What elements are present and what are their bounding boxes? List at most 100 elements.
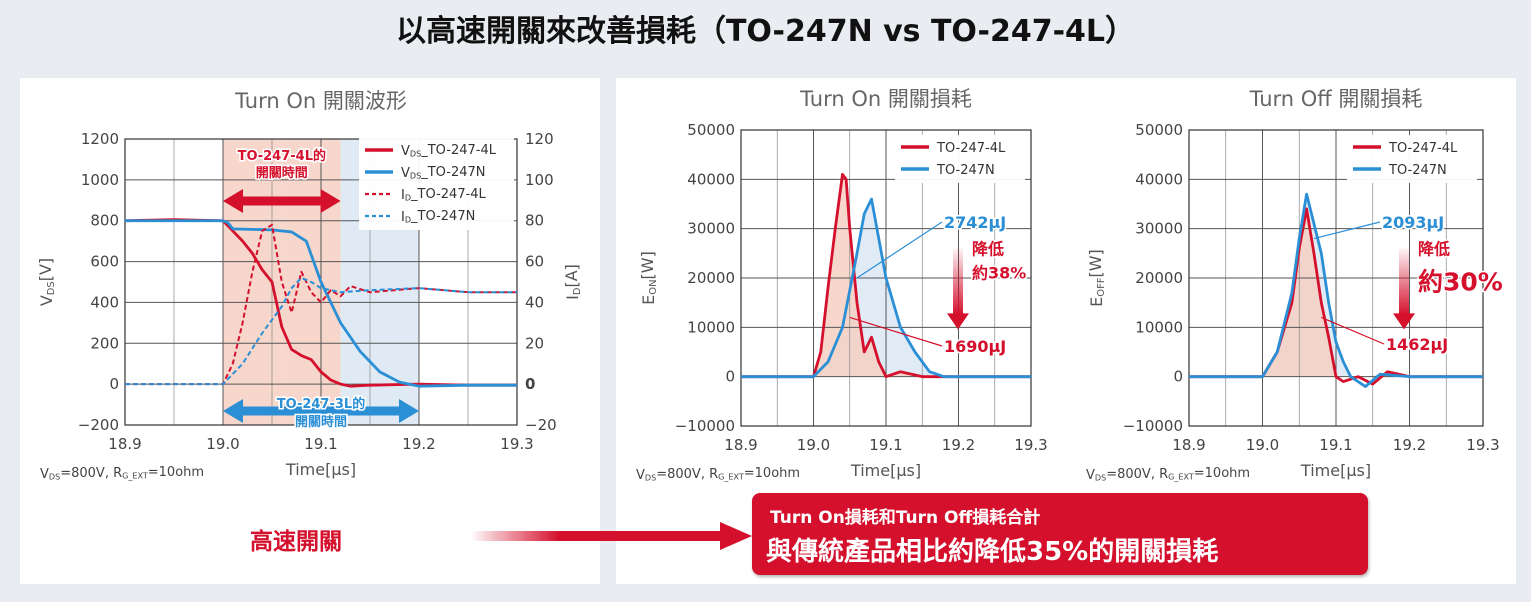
y-tick-label: 50000 [1135,121,1183,139]
down-arrow-shaft [1399,248,1409,316]
y-tick-label: 10000 [1135,318,1183,336]
x-axis-label: Time[μs] [1300,461,1371,480]
x-tick-label: 19.2 [942,436,975,454]
y2-tick-label: 100 [525,171,554,189]
plot-frame [1188,129,1484,427]
y2-tick-label: 20 [525,334,544,352]
y-tick-label: −200 [78,416,119,434]
down-arrow-icon [1393,313,1415,330]
blue-energy-label: 2093μJ [1382,213,1444,232]
banner-line-1: Turn On損耗和Turn Off損耗合計 [770,508,1041,528]
high-speed-label: 高速開關 [250,529,342,555]
legend-label: ID_TO-247N [401,209,475,225]
waveform-panel: Turn On 開關波形 18.9 19.0 19.1 19.2 19.3 −200 0 200… [20,78,600,584]
y-axis-label: EON[W] [638,251,659,305]
y-tick-label: 0 [725,368,735,386]
page-title: 以高速開關來改善損耗（TO-247N vs TO-247-4L） [395,14,1136,49]
legend-box [895,135,1025,183]
y-tick-label: 40000 [687,170,735,188]
reduction-label-1: 降低 [972,239,1004,258]
plot-frame [740,129,1032,427]
legend-box [359,138,514,230]
y-tick-label: 20000 [1135,269,1183,287]
arrow-top-label-2: 開關時間 [256,165,308,181]
x-tick-label: 19.3 [1466,436,1499,454]
arrow-top-label-1: TO-247-4L的 [238,148,326,164]
red-energy-label: 1462μJ [1386,335,1448,354]
turn-on-loss-chart: Turn On 開關損耗 18.9 19.0 19.1 19.2 19.3 −10000 0 1… [636,87,1048,483]
big-arrow-icon [470,522,752,550]
arrow-bottom-label-1: TO-247-3L的 [277,396,365,412]
leader-line-blue [856,221,943,279]
legend-label: TO-247-4L [936,141,1006,156]
arrow-right-icon [320,189,341,213]
series-line-id-to-247n [125,276,517,386]
series-line-to-247n [1189,192,1483,388]
y-tick-label: −10000 [675,417,735,435]
legend-label: ID_TO-247-4L [401,187,487,203]
y-tick-label: 0 [1173,368,1183,386]
x-tick-label: 19.0 [206,435,239,453]
summary-banner: Turn On損耗和Turn Off損耗合計 與傳統產品相比約降低35%的開關損… [752,493,1368,575]
leader-line-red [849,316,943,347]
y2-tick-label: 0 [525,375,535,393]
series-line-to-247-4l [741,173,1031,379]
legend: VDS_TO-247-4L VDS_TO-247N ID_TO-247-4L ID_T… [359,138,514,230]
y-tick-label: 30000 [1135,220,1183,238]
chart-title: Turn On 開關損耗 [799,87,972,111]
red-energy-label: 1690μJ [944,337,1006,356]
x-tick-label: 19.1 [304,435,337,453]
series-line-to-247n [741,197,1031,379]
legend-label: TO-247N [936,163,995,178]
y-tick-label: 50000 [687,121,735,139]
x-tick-label: 19.3 [500,435,533,453]
y-tick-label: 1200 [81,130,119,148]
y-tick-label: 1000 [81,171,119,189]
y2-tick-label: 40 [525,293,544,311]
reduction-label-2: 約30% [1418,267,1503,296]
x-tick-label: 19.2 [1393,436,1426,454]
down-arrow-shaft [953,248,963,316]
y-tick-label: 10000 [687,318,735,336]
y-tick-label: 800 [90,212,119,230]
series-line-vds-to-247n [125,219,517,388]
arrow-right-icon [399,399,419,423]
y2-tick-label: 80 [525,212,544,230]
condition-text: VDS=800V, RG_EXT=10ohm [40,465,204,482]
arrow-left-icon [223,399,243,423]
condition-text: VDS=800V, RG_EXT=10ohm [1086,466,1250,483]
x-tick-label: 19.0 [797,436,830,454]
arrow-left-icon [223,189,243,213]
banner-line-2: 與傳統產品相比約降低35%的開關損耗 [766,537,1219,567]
x-tick-label: 19.2 [402,435,435,453]
leader-line-blue [1313,221,1381,240]
x-tick-label: 19.0 [1246,436,1279,454]
legend-label: VDS_TO-247N [401,165,485,181]
series-line-to-247-4l [1189,207,1483,386]
x-axis-label: Time[μs] [850,461,921,480]
condition-text: VDS=800V, RG_EXT=10ohm [636,466,800,483]
blue-energy-label: 2742μJ [944,213,1006,232]
y2-tick-label: −20 [525,416,557,434]
legend-box [1347,135,1477,183]
legend-label: VDS_TO-247-4L [401,143,497,159]
x-axis-label: Time[μs] [285,460,356,479]
y-axis-label: EOFF[W] [1086,249,1107,307]
down-arrow-icon [947,313,969,330]
y-tick-label: −10000 [1123,417,1183,435]
chart-title: Turn On 開關波形 [234,89,407,113]
y2-tick-label: 60 [525,253,544,271]
y2-tick-label: 120 [525,130,554,148]
y-tick-label: 0 [109,375,119,393]
y-tick-label: 600 [90,253,119,271]
y-tick-label: 20000 [687,269,735,287]
series-line-vds-to-247-4l [124,218,517,388]
x-tick-label: 18.9 [1172,436,1205,454]
y-tick-label: 200 [90,334,119,352]
x-tick-label: 18.9 [108,435,141,453]
x-tick-label: 19.1 [1319,436,1352,454]
reduction-label-1: 降低 [1418,239,1450,258]
leader-line-red [1321,316,1385,345]
x-tick-label: 19.1 [869,436,902,454]
